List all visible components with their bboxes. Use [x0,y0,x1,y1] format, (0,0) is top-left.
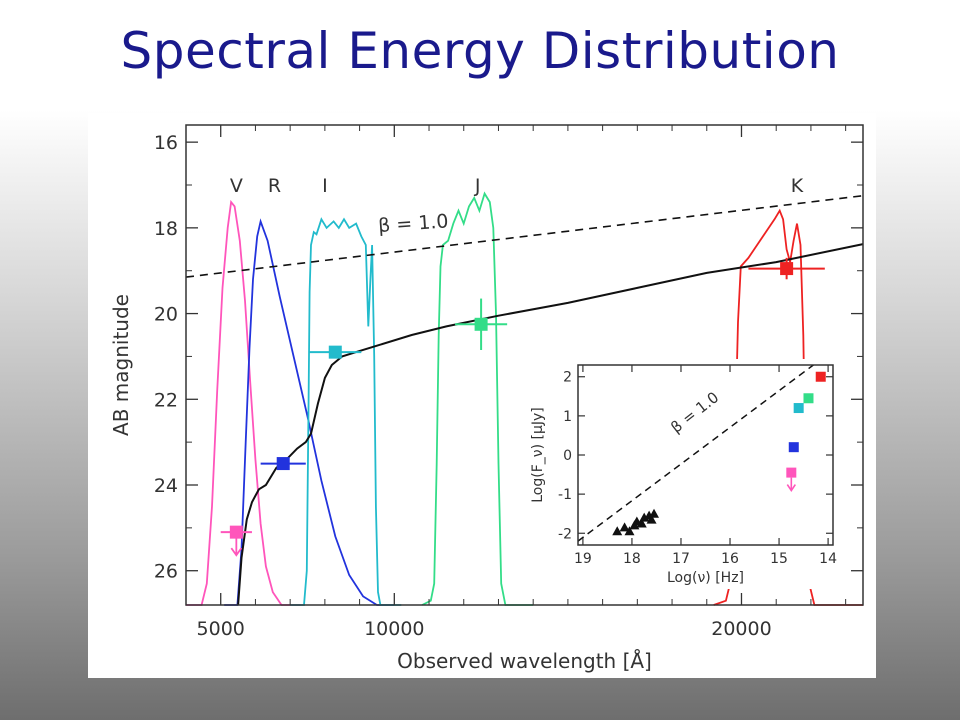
inset-background [516,359,837,589]
photometry-point-V [220,525,252,557]
inset-y-axis-label: Log(F_ν) [μJy] [530,407,546,503]
inset-x-tick-label: 18 [623,551,641,567]
y-tick-label: 18 [154,218,178,240]
band-label-I: I [322,175,328,197]
inset-y-tick-label: 2 [563,370,572,386]
band-label-K: K [791,175,804,197]
x-tick-label: 10000 [364,618,424,640]
inset-point-I [793,403,804,414]
filter-curve-I [290,217,402,606]
xray-point [646,514,657,524]
inset-y-tick-label: 1 [563,409,572,425]
main-plot-frame [185,124,864,606]
x-tick-label: 20000 [711,618,771,640]
inset-points [612,371,826,536]
beta-line-inset [577,364,814,542]
y-tick-label: 20 [154,304,178,326]
y-axis-label: AB magnitude [109,294,133,436]
sed-model-line [237,243,864,606]
x-axis-label: Observed wavelength [Å] [397,649,652,673]
inset-x-tick-label: 17 [672,551,690,567]
inset-x-tick-label: 15 [770,551,788,567]
xray-point [636,518,647,528]
photometry-point-K [748,257,825,280]
x-tick-label: 5000 [197,618,245,640]
inset-x-tick-label: 16 [721,551,739,567]
photometry-point-R [260,457,306,471]
y-tick-label: 24 [154,475,178,497]
y-tick-label: 26 [154,561,178,583]
beta-label-main: β = 1.0 [377,210,449,237]
filter-curve-R [224,218,395,606]
xray-point [649,508,660,518]
filter-curve-V [186,199,301,606]
inset-lines [577,364,814,542]
band-label-V: V [230,175,243,197]
inset-x-axis-label: Log(ν) [Hz] [667,570,744,586]
slide-title: Spectral Energy Distribution [120,22,840,80]
xray-point [612,526,623,536]
inset-axis-ticks: -2 -1 0 1 2 19 18 17 16 15 14 [558,365,837,567]
inset-y-tick-label: 0 [563,448,572,464]
y-tick-label: 22 [154,389,178,411]
photometry-point-I [309,345,362,359]
inset-y-tick-label: -1 [558,487,572,503]
xray-point [624,526,635,536]
inset-point-J [803,393,814,404]
beta-line-main [185,194,864,278]
xray-point [619,522,630,532]
model-lines [185,194,864,606]
band-label-J: J [474,175,481,197]
inset-point-K [815,371,826,382]
inset-x-tick-label: 14 [819,551,837,567]
photometry-points [220,257,825,557]
inset-x-tick-label: 19 [574,551,592,567]
inset-point-V [786,467,797,493]
photometry-point-J [455,298,508,350]
filter-curve-J [421,191,534,606]
inset-point-R [788,442,799,453]
y-tick-label: 16 [154,132,178,154]
band-label-R: R [268,175,281,197]
inset-y-tick-label: -2 [558,526,572,542]
